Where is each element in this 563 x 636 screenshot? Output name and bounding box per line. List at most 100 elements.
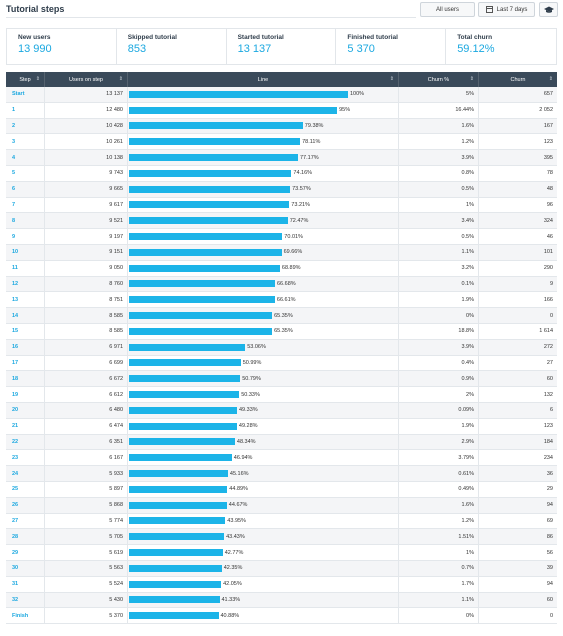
date-range-button[interactable]: Last 7 days [478,2,535,17]
step-link[interactable]: 9 [6,229,45,244]
churn-cell: 29 [546,486,553,493]
users-on-step-cell: 6 612 [45,387,128,402]
line-cell: 50.99% [128,355,399,371]
step-link[interactable]: 28 [6,529,45,545]
churn-percent-cell: 16.44% [399,102,479,118]
table-row: 21 6 474 49.28% 1.9% 123 [6,418,557,435]
line-cell: 65.35% [128,323,399,339]
step-link[interactable]: 5 [6,165,45,181]
users-on-step-cell: 10 138 [45,150,128,165]
progress-label: 95% [339,107,351,114]
progress-label: 44.67% [228,502,248,509]
step-link[interactable]: 1 [6,102,45,118]
churn-cell: 123 [543,138,553,145]
line-cell: 46.94% [128,450,399,466]
progress-label: 65.35% [274,312,293,319]
column-header-step[interactable]: Step ⇕ [6,72,45,87]
churn-percent-cell: 5% [399,87,479,102]
step-link[interactable]: 29 [6,545,45,560]
step-link[interactable]: 20 [6,402,45,418]
column-header-users[interactable]: Users on step ⇕ [45,72,128,87]
column-header-line[interactable]: Line ⇕ [128,72,399,87]
step-link[interactable]: 8 [6,213,45,229]
churn-cell: 234 [543,454,553,461]
step-link[interactable]: 6 [6,181,45,197]
churn-percent-cell: 0.61% [399,466,479,481]
step-link[interactable]: 21 [6,418,45,434]
step-link[interactable]: 18 [6,371,45,387]
churn-cell: 9 [549,280,553,287]
step-link[interactable]: 31 [6,576,45,592]
progress-bar [129,185,291,193]
progress-bar [129,264,280,272]
churn-percent-cell: 3.2% [399,260,479,276]
churn-cell: 123 [543,423,553,430]
table-row: 23 6 167 46.94% 3.79% 234 [6,450,557,467]
churn-percent-cell: 3.9% [399,339,479,355]
stat-value: 13 990 [18,43,52,55]
line-cell: 43.43% [128,529,399,545]
step-link[interactable]: 3 [6,134,45,150]
table-row: 26 5 868 44.67% 1.6% 94 [6,497,557,514]
step-link[interactable]: 15 [6,323,45,339]
step-link[interactable]: 23 [6,450,45,466]
column-header-churn-percent[interactable]: Churn % ⇕ [399,72,479,87]
progress-label: 72.47% [289,217,309,224]
step-link[interactable]: 17 [6,355,45,371]
step-link[interactable]: 25 [6,481,45,497]
churn-percent-cell: 1% [399,545,479,560]
step-link[interactable]: 11 [6,260,45,276]
progress-label: 66.61% [276,296,296,303]
all-users-button[interactable]: All users [420,2,475,17]
progress-bar [129,122,303,130]
column-header-label: Line [257,76,269,83]
tutorial-mode-button[interactable] [539,2,558,17]
progress-label: 49.33% [239,407,258,414]
churn-cell: 395 [543,154,553,161]
step-link[interactable]: 16 [6,339,45,355]
churn-percent-cell: 1.1% [399,592,479,608]
step-link[interactable]: 27 [6,513,45,529]
step-link[interactable]: 24 [6,466,45,481]
step-link[interactable]: Finish [6,608,45,624]
users-on-step-cell: 9 617 [45,197,128,213]
step-link[interactable]: Start [6,87,45,102]
stat-finished-tutorial: Finished tutorial 5 370 [336,29,447,64]
line-cell: 78.11% [128,134,399,150]
line-cell: 72.47% [128,213,399,229]
step-link[interactable]: 26 [6,497,45,513]
line-cell: 42.05% [128,576,399,592]
graduation-cap-icon [543,6,554,13]
step-link[interactable]: 7 [6,197,45,213]
churn-cell: 94 [546,581,553,588]
step-link[interactable]: 30 [6,560,45,576]
step-link[interactable]: 2 [6,118,45,134]
tutorial-steps-table: Step ⇕ Users on step ⇕ Line ⇕ Churn % ⇕ … [6,72,557,625]
progress-label: 42.77% [224,549,244,556]
step-link[interactable]: 12 [6,276,45,292]
line-cell: 69.66% [128,244,399,260]
table-row: 31 5 524 42.05% 1.7% 94 [6,576,557,593]
progress-bar [129,454,232,462]
step-link[interactable]: 19 [6,387,45,402]
churn-cell: 0 [549,312,553,319]
churn-percent-cell: 1.9% [399,292,479,308]
line-cell: 65.35% [128,308,399,323]
users-on-step-cell: 9 665 [45,181,128,197]
step-link[interactable]: 4 [6,150,45,165]
step-link[interactable]: 14 [6,308,45,323]
table-row: 2 10 428 79.38% 1.6% 167 [6,118,557,135]
churn-percent-cell: 1.2% [399,513,479,529]
column-header-churn[interactable]: Churn ⇕ [479,72,557,87]
progress-label: 44.89% [229,486,248,493]
progress-bar [129,217,288,225]
step-link[interactable]: 13 [6,292,45,308]
step-link[interactable]: 32 [6,592,45,608]
churn-cell: 60 [546,596,553,603]
step-link[interactable]: 10 [6,244,45,260]
line-cell: 50.33% [128,387,399,402]
table-row: 25 5 897 44.89% 0.49% 29 [6,481,557,498]
table-row: 29 5 619 42.77% 1% 56 [6,545,557,561]
churn-percent-cell: 0% [399,308,479,323]
step-link[interactable]: 22 [6,434,45,450]
